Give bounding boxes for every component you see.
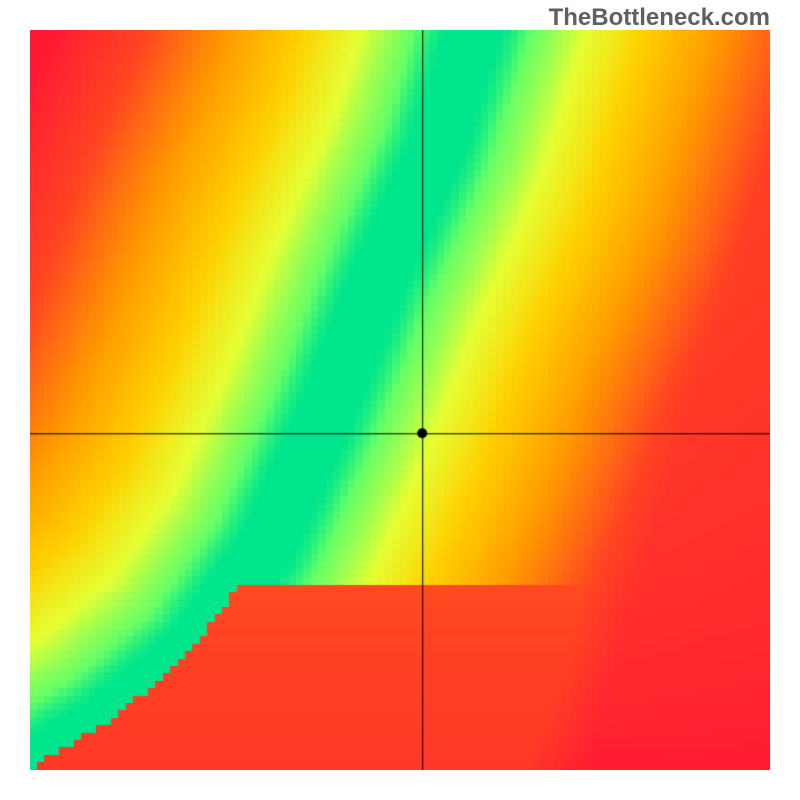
watermark-text: TheBottleneck.com <box>549 4 770 32</box>
chart-container: TheBottleneck.com <box>0 0 800 800</box>
heatmap-canvas <box>30 30 770 770</box>
plot-area <box>30 30 770 770</box>
